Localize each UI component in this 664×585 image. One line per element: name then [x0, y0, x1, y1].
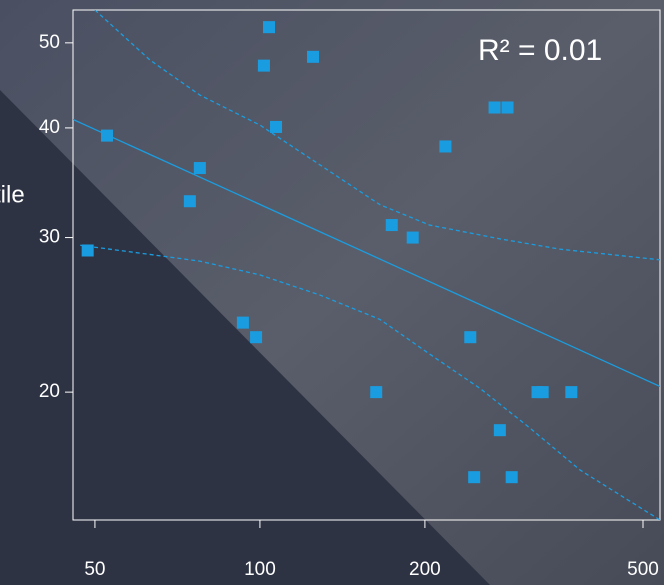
- point: [464, 331, 476, 343]
- point: [407, 232, 419, 244]
- point: [184, 195, 196, 207]
- y-axis-label: tile: [0, 181, 25, 208]
- point: [506, 471, 518, 483]
- point: [263, 21, 275, 33]
- x-tick-label: 50: [84, 559, 105, 580]
- x-tick-label: 500: [627, 559, 659, 580]
- point: [101, 130, 113, 142]
- point: [237, 317, 249, 329]
- point: [439, 140, 451, 152]
- point: [494, 424, 506, 436]
- point: [537, 386, 549, 398]
- x-tick-label: 100: [244, 559, 276, 580]
- point: [489, 101, 501, 113]
- y-tick-label: 50: [39, 32, 60, 53]
- point: [270, 121, 282, 133]
- point: [386, 219, 398, 231]
- annotation: R² = 0.01: [478, 34, 602, 67]
- point: [194, 162, 206, 174]
- point: [307, 51, 319, 63]
- point: [370, 386, 382, 398]
- point: [468, 471, 480, 483]
- chart: tile R² = 0.01 20 30 40 50 50 100 200 500: [0, 0, 664, 585]
- point: [250, 331, 262, 343]
- y-tick-label: 30: [39, 227, 60, 248]
- point: [82, 244, 94, 256]
- point: [565, 386, 577, 398]
- point: [258, 60, 270, 72]
- y-tick-label: 40: [39, 117, 60, 138]
- point: [502, 101, 514, 113]
- y-tick-label: 20: [39, 381, 60, 402]
- x-tick-label: 200: [409, 559, 441, 580]
